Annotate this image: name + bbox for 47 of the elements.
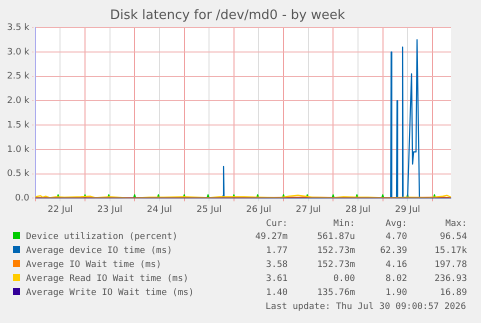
text: 8.02 xyxy=(384,273,408,286)
text: 4.70 xyxy=(384,231,408,244)
y-tick-label: 0.5 k xyxy=(6,169,30,180)
text: 62.39 xyxy=(379,245,408,258)
text: 0.00 xyxy=(332,273,356,286)
text: 3.58 xyxy=(265,259,288,272)
y-tick-label: 1.0 k xyxy=(6,144,30,155)
text: 561.87u xyxy=(316,231,356,244)
text: 1.77 xyxy=(265,245,288,258)
text: Max: xyxy=(444,218,467,230)
text: 16.89 xyxy=(438,287,467,300)
y-tick-label: 3.5 k xyxy=(6,22,30,33)
y-tick-label: 1.5 k xyxy=(6,120,30,130)
x-tick-label: 29 Jul xyxy=(394,204,420,215)
text: 4.16 xyxy=(384,259,408,272)
text: 3.61 xyxy=(265,273,288,286)
x-tick-label: 22 Jul xyxy=(48,204,73,215)
chart-title: Disk latency for /dev/md0 - by week xyxy=(110,8,346,24)
text: 96.54 xyxy=(438,231,467,244)
legend-label: Device utilization (percent) xyxy=(26,232,178,242)
text: Avg: xyxy=(384,218,408,230)
text: 1.90 xyxy=(384,287,408,300)
y-tick-label: 3.0 k xyxy=(6,47,30,58)
x-tick-label: 26 Jul xyxy=(246,204,272,215)
y-tick-label: 0.0 xyxy=(15,194,30,204)
text: 152.73m xyxy=(316,245,356,258)
legend-label: Average IO Wait time (ms) xyxy=(26,260,162,270)
text: 1.40 xyxy=(265,287,288,300)
text: 49.27m xyxy=(254,231,288,244)
legend-label: Average device IO time (ms) xyxy=(26,246,172,256)
y-tick-label: 2.5 k xyxy=(6,72,30,82)
text: 15.17k xyxy=(433,245,467,258)
x-tick-label: 28 Jul xyxy=(345,204,371,215)
legend-label: Average Read IO Wait time (ms) xyxy=(26,274,189,284)
text: Cur: xyxy=(265,218,288,230)
x-tick-label: 23 Jul xyxy=(97,204,122,215)
text: Last update: Thu Jul 30 09:00:57 2026 xyxy=(264,301,467,314)
x-tick-label: 25 Jul xyxy=(196,204,222,215)
text: 236.93 xyxy=(433,273,467,286)
text: 135.76m xyxy=(316,287,356,300)
y-tick-label: 2.0 k xyxy=(6,96,30,106)
x-tick-label: 24 Jul xyxy=(146,204,172,215)
legend-label: Average Write IO Wait time (ms) xyxy=(26,288,194,298)
text: Min: xyxy=(332,218,356,230)
x-tick-label: 27 Jul xyxy=(296,204,321,215)
text: 197.78 xyxy=(433,259,467,272)
text: 152.73m xyxy=(316,259,356,272)
